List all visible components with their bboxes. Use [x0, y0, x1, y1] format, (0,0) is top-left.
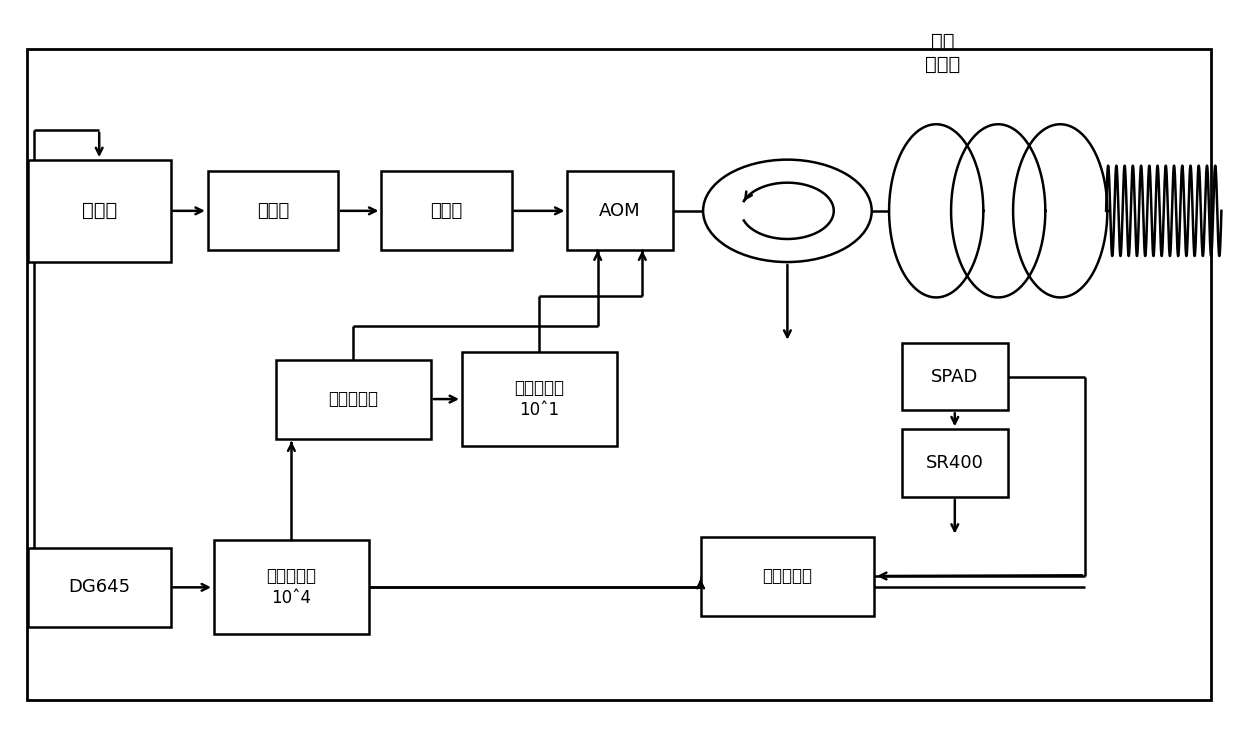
- FancyBboxPatch shape: [27, 548, 171, 626]
- Text: 频率发生器
10ˆ1: 频率发生器 10ˆ1: [515, 379, 564, 419]
- FancyBboxPatch shape: [213, 541, 370, 634]
- FancyBboxPatch shape: [903, 343, 1007, 410]
- FancyBboxPatch shape: [461, 352, 618, 446]
- Text: 波形发生器: 波形发生器: [329, 390, 378, 408]
- Text: 隔离器: 隔离器: [257, 202, 289, 220]
- FancyBboxPatch shape: [382, 172, 511, 250]
- Text: SR400: SR400: [926, 454, 983, 472]
- FancyBboxPatch shape: [27, 160, 171, 262]
- Text: 频率发生器
10ˆ4: 频率发生器 10ˆ4: [267, 567, 316, 608]
- FancyBboxPatch shape: [903, 429, 1007, 497]
- Text: 锁相放大器: 锁相放大器: [763, 567, 812, 585]
- Text: DG645: DG645: [68, 578, 130, 596]
- FancyBboxPatch shape: [568, 172, 672, 250]
- Text: 激光器: 激光器: [82, 201, 117, 221]
- Text: 衰减器: 衰减器: [430, 202, 463, 220]
- Text: 光学
环形器: 光学 环形器: [925, 32, 960, 74]
- Text: AOM: AOM: [599, 202, 641, 220]
- FancyBboxPatch shape: [701, 536, 874, 616]
- FancyBboxPatch shape: [275, 360, 432, 438]
- Text: SPAD: SPAD: [931, 367, 978, 386]
- FancyBboxPatch shape: [208, 172, 337, 250]
